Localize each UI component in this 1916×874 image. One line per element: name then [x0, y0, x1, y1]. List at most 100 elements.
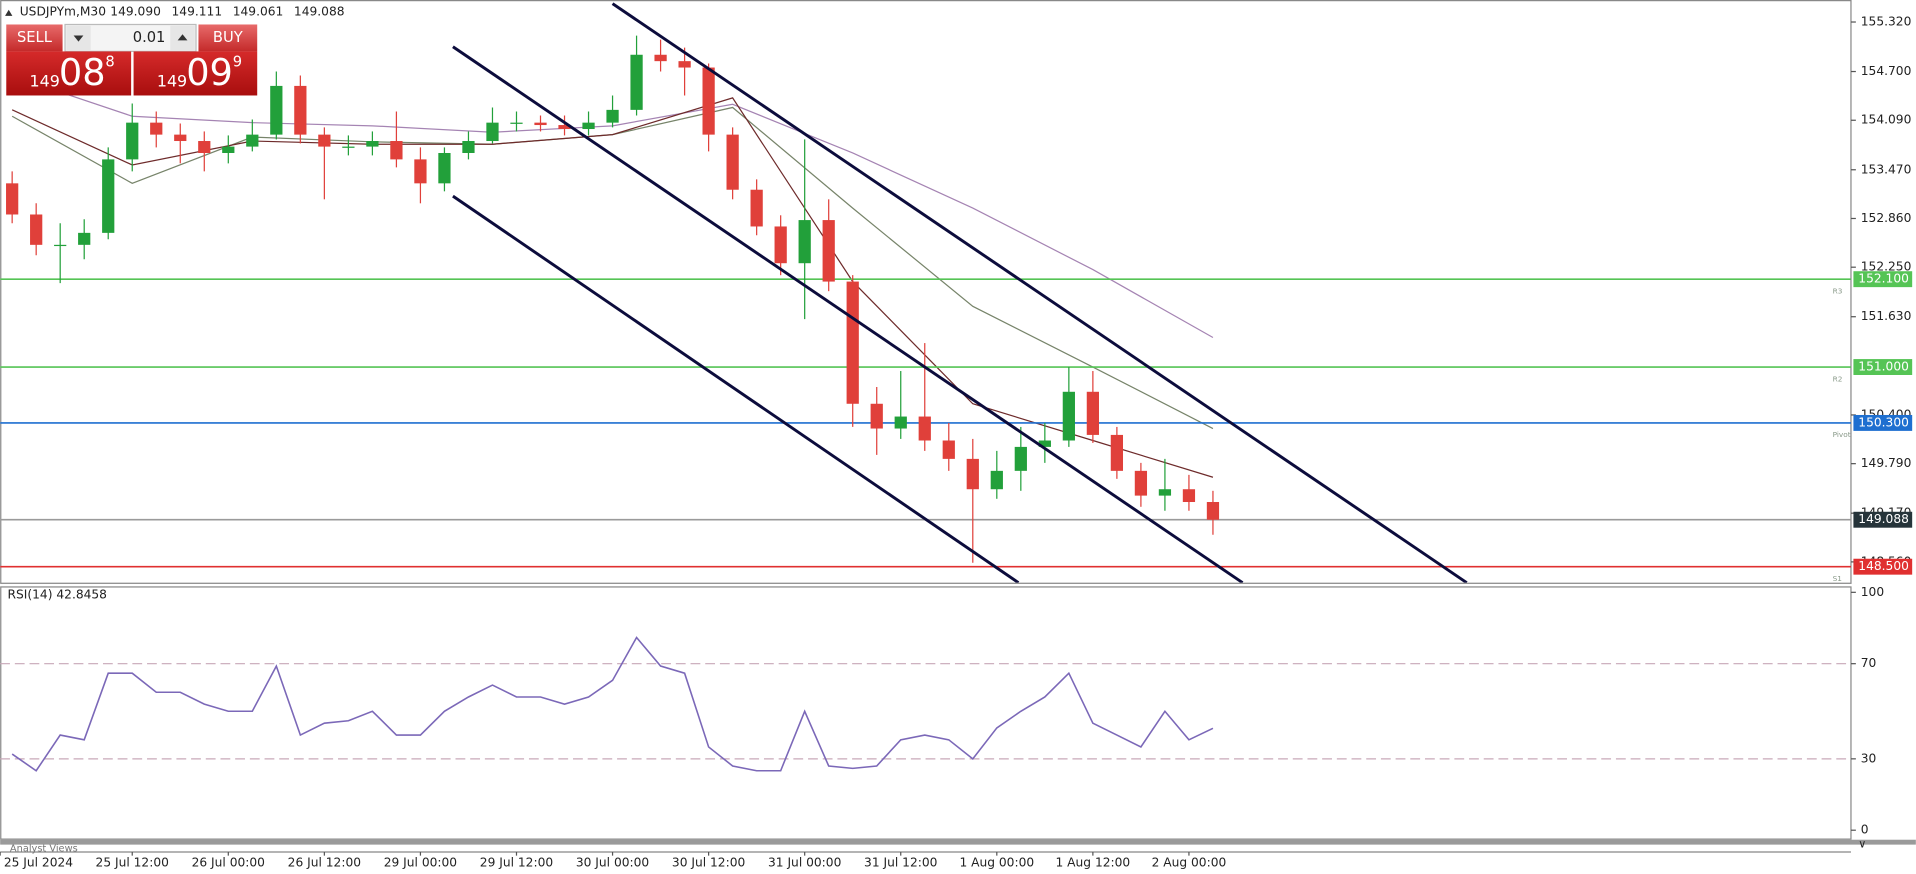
y-tick-label: 30 [1861, 751, 1877, 765]
candle-body [414, 159, 427, 184]
y-tick-label: 151.630 [1861, 309, 1912, 323]
candle-body [294, 85, 307, 135]
x-tick-label: 31 Jul 12:00 [864, 855, 937, 869]
candle-body [1038, 440, 1051, 447]
collapse-icon[interactable] [5, 9, 13, 16]
level-label-bg [1853, 271, 1913, 288]
x-tick-label: 31 Jul 00:00 [768, 855, 841, 869]
candle-body [942, 440, 955, 459]
sell-button[interactable] [6, 24, 63, 52]
x-tick-label: 30 Jul 12:00 [672, 855, 745, 869]
candle-body [390, 141, 403, 160]
candle-body [822, 220, 835, 282]
channel-line [611, 2, 1468, 583]
candle-body [606, 109, 619, 123]
y-tick-label: 149.790 [1861, 456, 1912, 470]
candle-body [750, 189, 763, 227]
y-tick-label: 152.250 [1861, 260, 1912, 274]
open: 149.090 [110, 5, 161, 19]
buy-label[interactable]: BUY [213, 29, 243, 46]
x-tick-label: 29 Jul 12:00 [480, 855, 553, 869]
candle-body [366, 141, 379, 147]
candle-body [654, 54, 667, 62]
candle-body [1158, 489, 1172, 496]
level-name: S1 [1833, 574, 1842, 583]
candle-body [1182, 489, 1196, 503]
candle-body [1086, 391, 1099, 435]
candle-body [174, 134, 187, 142]
analyst-views-tab[interactable]: Analyst Views [10, 843, 78, 854]
low: 149.061 [233, 5, 284, 19]
y-tick-label: 154.700 [1861, 64, 1912, 78]
candle-body [1062, 391, 1075, 441]
x-tick-label: 26 Jul 12:00 [288, 855, 361, 869]
candle-body [990, 470, 1003, 490]
separator [0, 839, 1916, 845]
close: 149.088 [294, 5, 345, 19]
rsi-line [11, 636, 1214, 772]
level-label: 152.100 [1858, 272, 1909, 286]
candle-body [126, 122, 139, 160]
buy-button[interactable] [198, 24, 258, 52]
volume-value[interactable]: 0.01 [133, 29, 166, 46]
candle-body [150, 122, 163, 135]
candle-body [630, 54, 643, 110]
y-tick-label: 153.470 [1861, 162, 1912, 176]
candle-body [438, 152, 451, 184]
candle-body [678, 61, 691, 68]
y-tick-label: 70 [1861, 656, 1877, 670]
x-tick-label: 25 Jul 2024 [4, 855, 73, 869]
y-tick-label: 155.320 [1861, 15, 1912, 29]
candle-body [342, 146, 355, 148]
scroll-arrow[interactable]: ∨ [1858, 838, 1866, 851]
candle-body [510, 122, 523, 124]
x-tick-label: 30 Jul 00:00 [576, 855, 649, 869]
candle-body [918, 416, 931, 441]
level-label: 150.300 [1858, 415, 1909, 429]
rsi-plot: RSI(14) 42.8458 [0, 587, 1851, 772]
candle-body [318, 134, 331, 147]
candle-body [726, 134, 739, 190]
high: 149.111 [172, 5, 223, 19]
symbol: USDJPYm,M30 [20, 5, 106, 19]
buy-price-box[interactable] [133, 51, 258, 96]
sell-price-box[interactable] [6, 51, 132, 96]
level-label-bg [1853, 414, 1913, 431]
buy-price-sup: 9 [233, 53, 242, 70]
level-name: R3 [1833, 286, 1843, 295]
channel-line [452, 45, 1244, 583]
candle-body [486, 122, 499, 142]
candle-body [1014, 446, 1027, 471]
moving-average [11, 97, 1214, 478]
x-tick-label: 2 Aug 00:00 [1152, 855, 1227, 869]
candle-body [198, 141, 211, 153]
candle-body [246, 134, 259, 147]
candle-body [6, 183, 19, 215]
level-label: 148.500 [1858, 559, 1909, 573]
sell-price-sup: 8 [105, 53, 114, 70]
x-tick-label: 1 Aug 00:00 [959, 855, 1034, 869]
x-tick-label: 25 Jul 12:00 [96, 855, 169, 869]
rsi-frame [0, 586, 1852, 840]
channel-line [452, 194, 1020, 583]
buy-price-big: 149 [157, 72, 187, 91]
level-name: Pivot [1833, 430, 1851, 439]
ui-overlay: USDJPYm,M30 149.090 149.111 149.061 149.… [5, 5, 345, 96]
candle-body [702, 67, 715, 135]
y-tick-label: 152.860 [1861, 211, 1912, 225]
candle-body [870, 403, 883, 429]
axes: 155.320 154.700 154.090 153.470 152.860 152.2… [0, 15, 1913, 869]
down-arrow [73, 35, 84, 42]
sell-label[interactable]: SELL [17, 29, 53, 46]
candle-body [1134, 470, 1148, 496]
y-tick-label: 100 [1861, 585, 1884, 599]
candle-body [222, 146, 235, 153]
candle-body [54, 244, 67, 247]
candle-body [558, 125, 571, 130]
candle-body [774, 226, 787, 264]
y-tick-label: 154.090 [1861, 113, 1912, 127]
up-arrow [177, 34, 188, 41]
candle-body [534, 122, 547, 126]
